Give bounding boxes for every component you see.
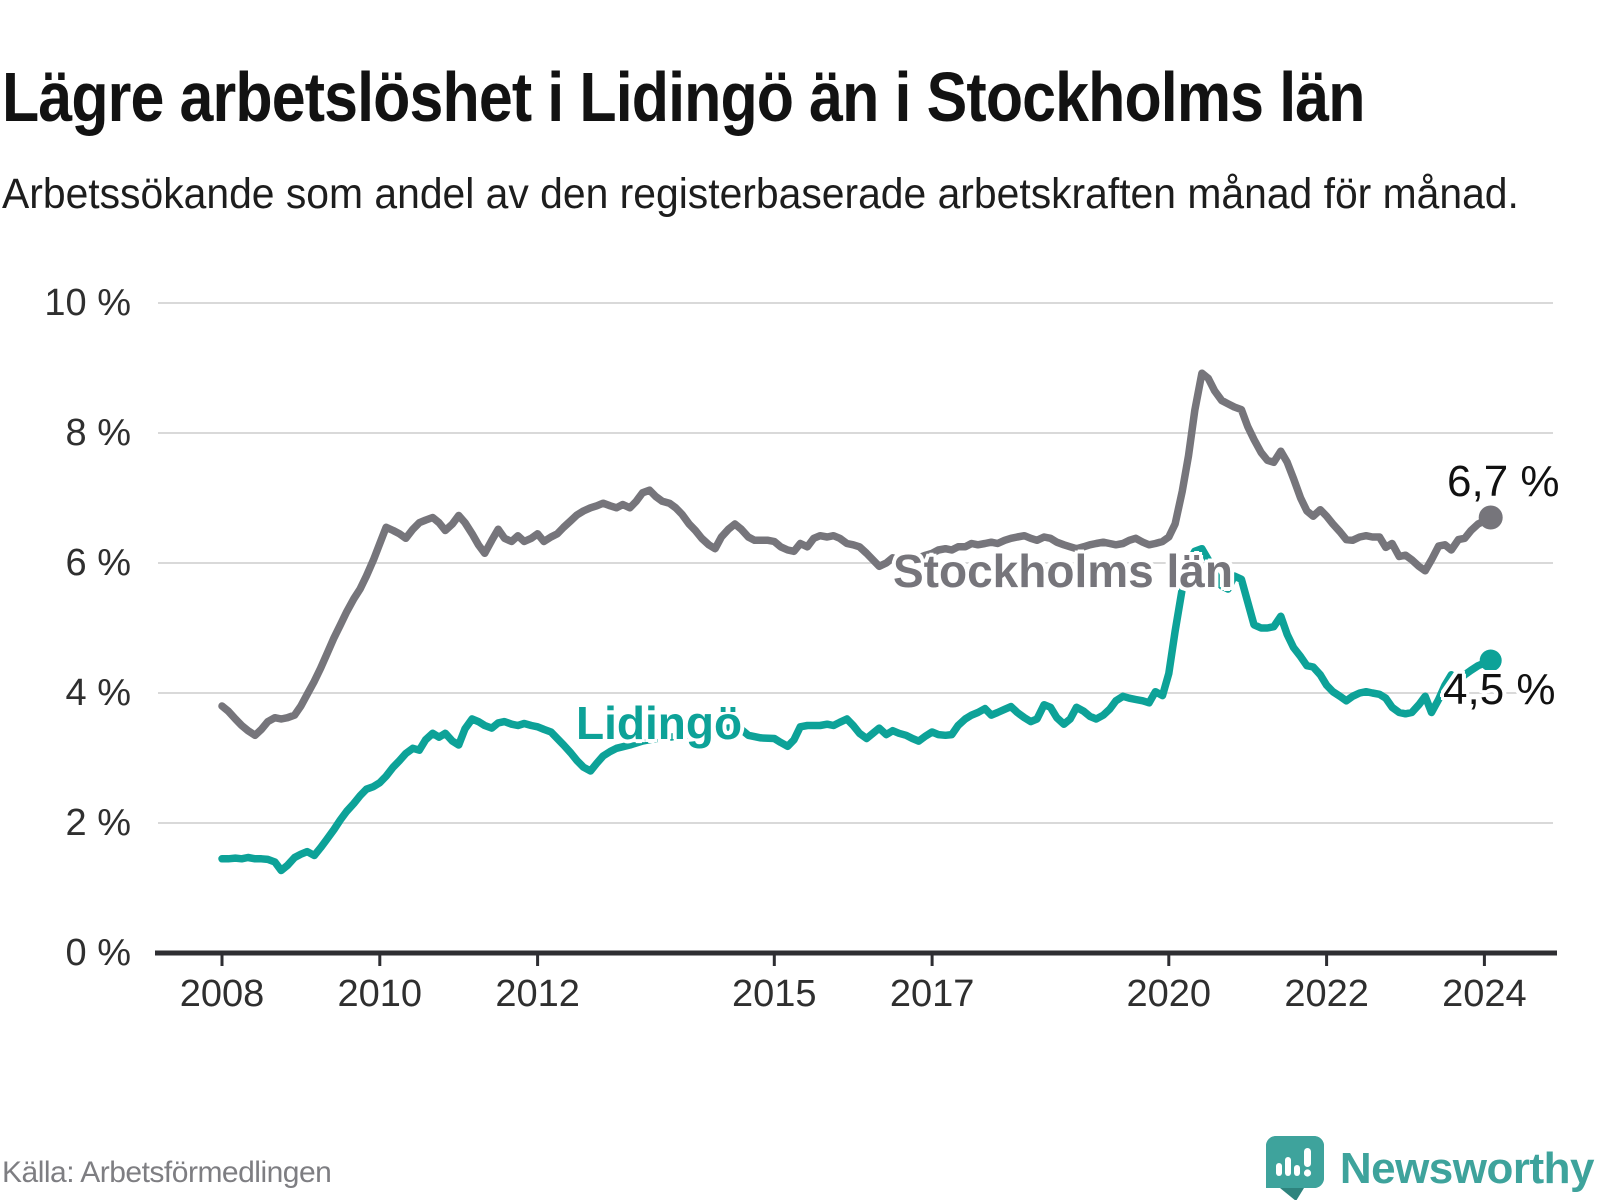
line-stockholms-län	[218, 369, 1495, 740]
x-tick-label-2010: 2010	[337, 973, 423, 1015]
x-tick-label-2020: 2020	[1126, 973, 1212, 1015]
y-tick-label-6: 6 %	[65, 542, 131, 584]
y-tick-label-4: 4 %	[65, 672, 131, 714]
chart-subtitle: Arbetssökande som andel av den registerb…	[2, 170, 1519, 218]
series-label-stockholms-lan: Stockholms län	[893, 545, 1233, 597]
y-tick-label-8: 8 %	[65, 412, 131, 454]
x-tick-label-2022: 2022	[1284, 973, 1369, 1015]
newsworthy-logo-icon	[1265, 1136, 1324, 1200]
page-title: Lägre arbetslöshet i Lidingö än i Stockh…	[2, 57, 1365, 136]
source-attribution: Källa: Arbetsförmedlingen	[2, 1156, 332, 1189]
end-dot-lidingö	[1479, 649, 1502, 672]
series-label-lidingo: Lidingö	[576, 697, 743, 749]
newsworthy-logo[interactable]: Newsworthy	[1265, 1136, 1595, 1200]
line-lidingö	[218, 544, 1495, 875]
y-tick-label-0: 0 %	[65, 932, 131, 974]
y-tick-label-10: 10 %	[44, 282, 131, 324]
newsworthy-logo-text: Newsworthy	[1339, 1144, 1595, 1193]
y-tick-label-2: 2 %	[65, 802, 131, 844]
x-tick-label-2017: 2017	[889, 973, 975, 1015]
end-value-stockholms-lan: 6,7 %	[1447, 457, 1560, 506]
x-tick-label-2012: 2012	[495, 973, 580, 1015]
end-dot-stockholms-län	[1478, 505, 1503, 530]
x-tick-label-2008: 2008	[179, 973, 265, 1015]
end-value-lidingo: 4,5 %	[1443, 665, 1556, 714]
x-tick-label-2015: 2015	[732, 973, 817, 1015]
x-tick-label-2024: 2024	[1442, 973, 1527, 1015]
